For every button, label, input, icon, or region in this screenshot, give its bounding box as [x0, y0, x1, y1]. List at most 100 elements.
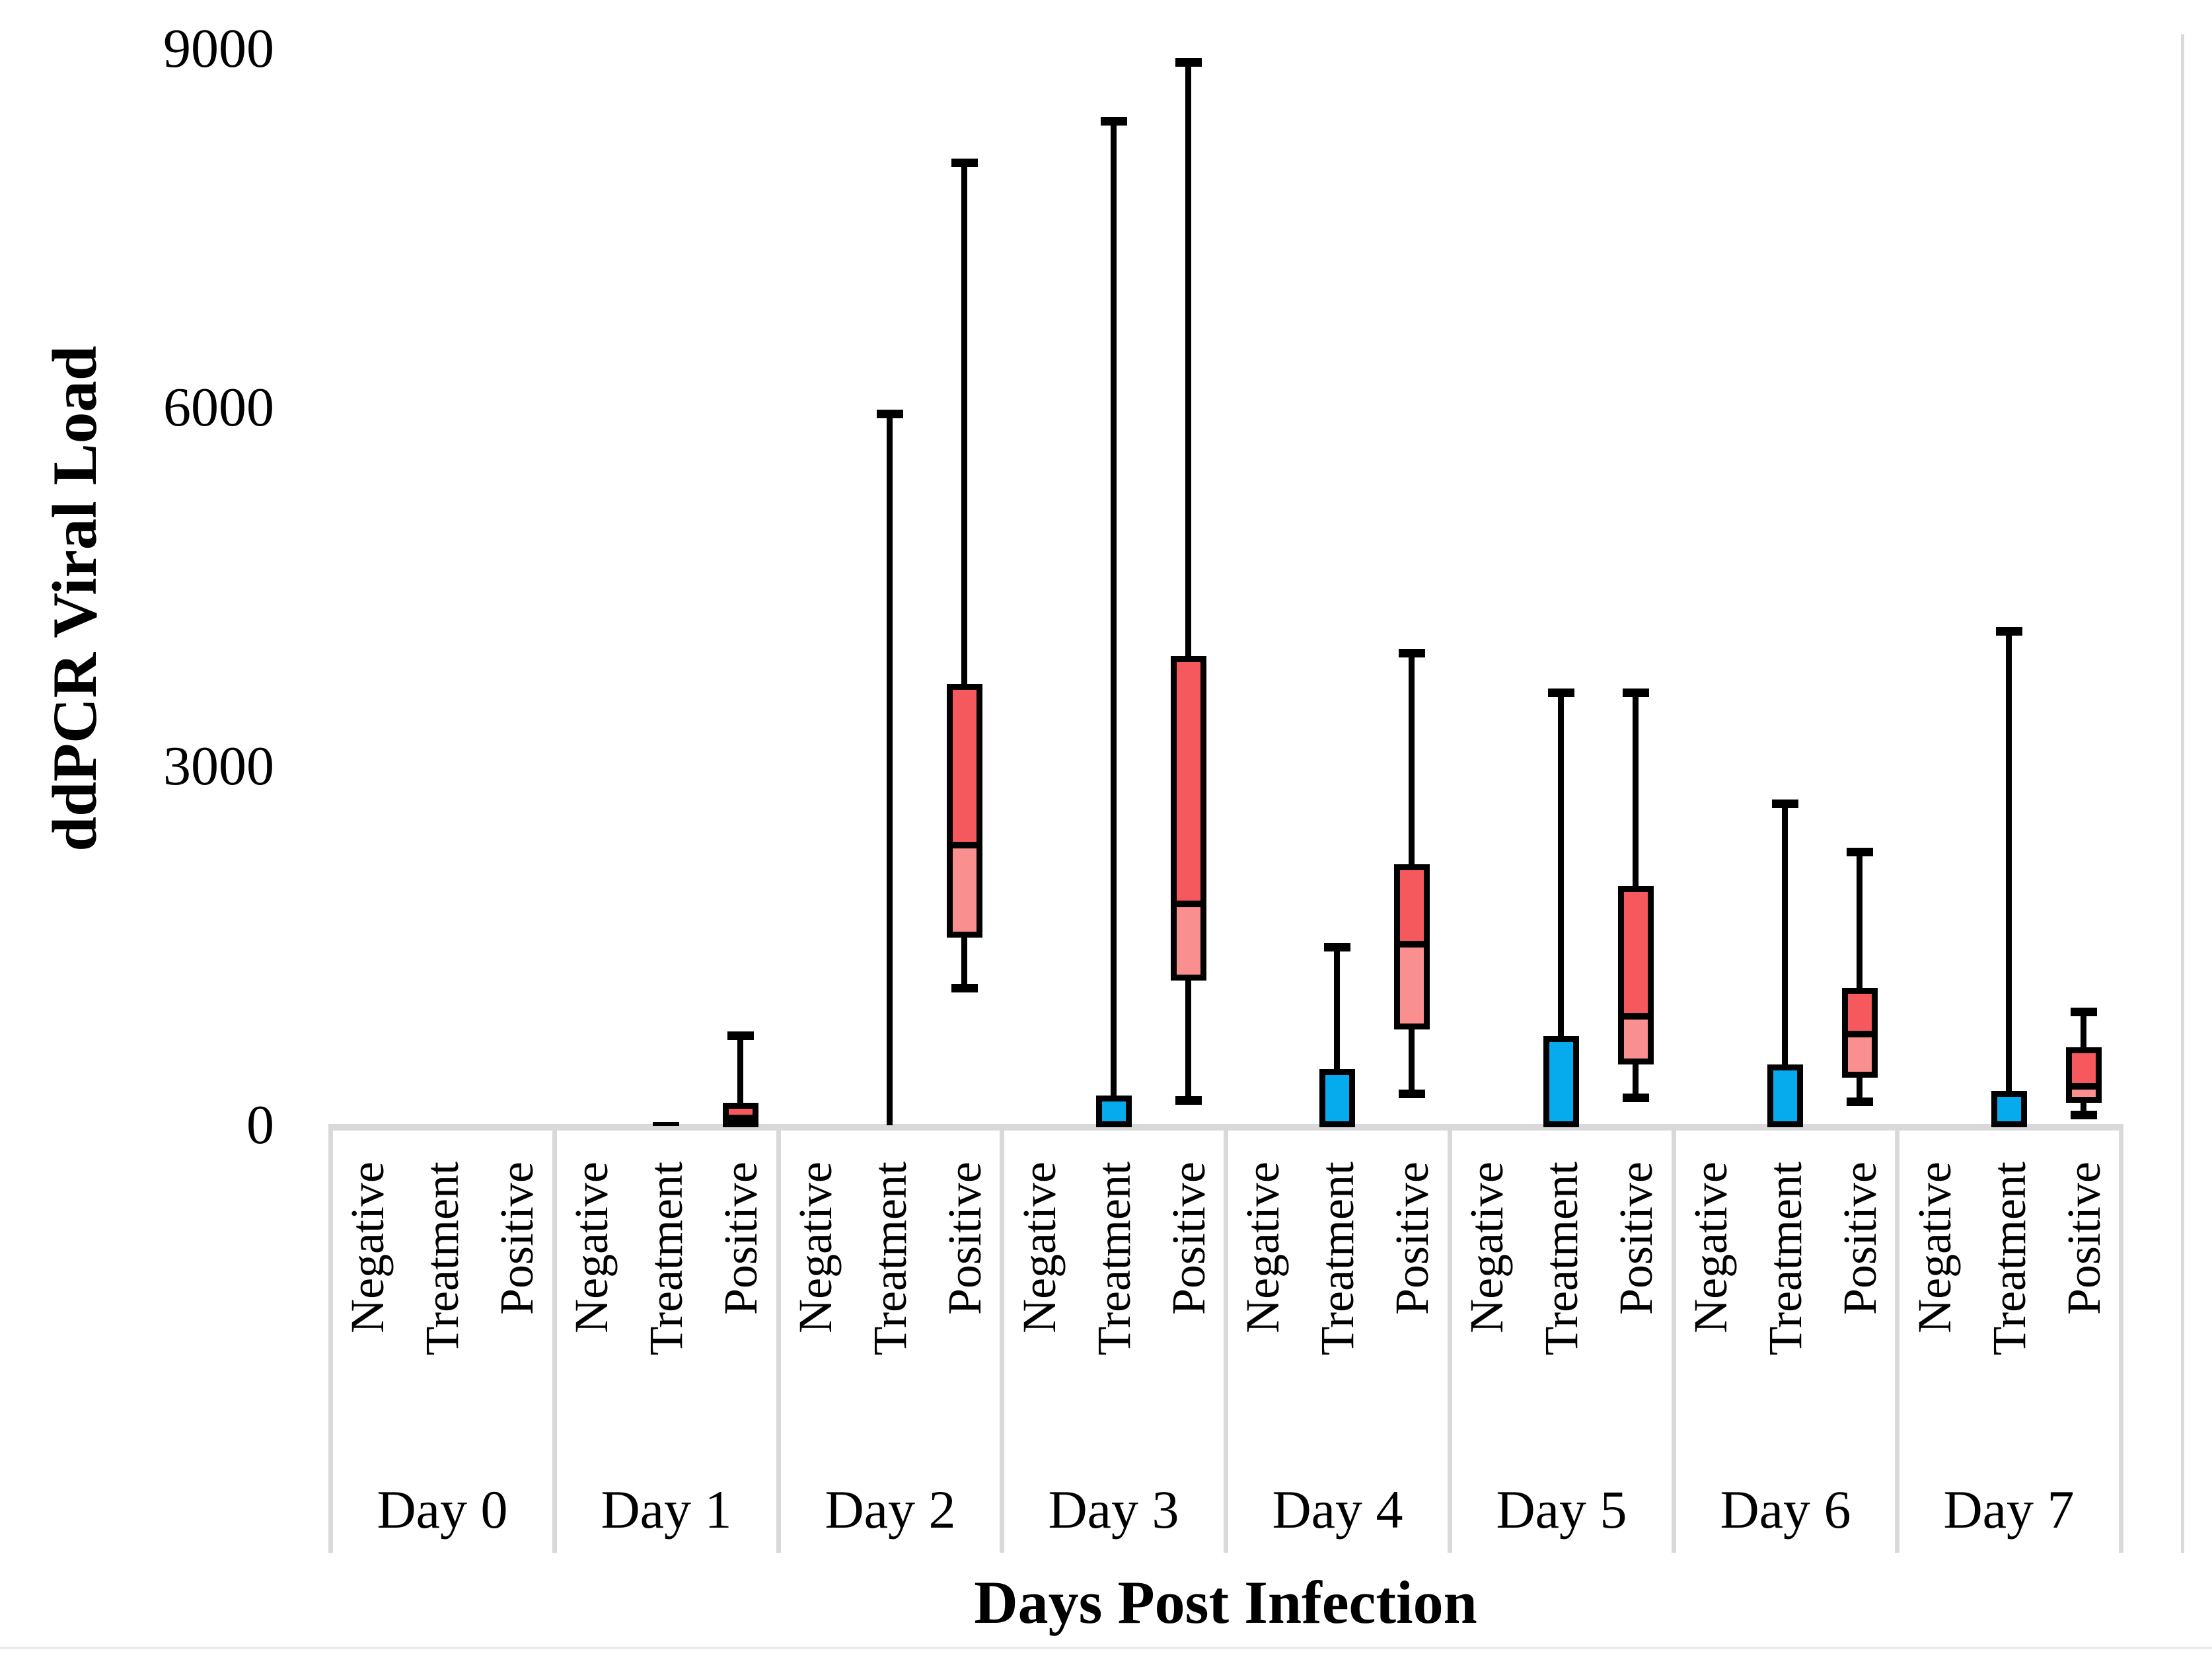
positive-box-upper-half	[729, 1109, 753, 1116]
positive-upper-whisker	[1409, 653, 1415, 864]
positive-lower-whisker	[1409, 1029, 1415, 1094]
positive-upper-whisker-cap	[1175, 58, 1202, 67]
positive-box	[1394, 864, 1430, 1029]
category-tick-label: Negative	[1236, 1162, 1289, 1333]
treatment-whisker	[887, 414, 893, 1125]
category-tick-label: Positive	[1162, 1162, 1215, 1316]
treatment-whisker-cap	[1101, 117, 1127, 126]
day-group-label: Day 3	[1048, 1479, 1179, 1540]
treatment-whisker	[1334, 947, 1340, 1125]
treatment-whisker-cap	[1548, 689, 1574, 697]
positive-median-line	[1400, 941, 1424, 948]
day-separator-line	[1672, 1124, 1676, 1553]
treatment-whisker-cap	[1996, 627, 2022, 636]
positive-upper-whisker-cap	[1847, 848, 1873, 856]
treatment-whisker	[1558, 692, 1564, 1125]
positive-median-line	[1177, 901, 1200, 907]
day-group-label: Day 4	[1272, 1479, 1403, 1540]
positive-box-upper-half	[1177, 662, 1200, 902]
category-tick-label: Negative	[789, 1162, 842, 1333]
day-separator-line	[1895, 1124, 1899, 1553]
day-group-label: Day 5	[1496, 1479, 1627, 1540]
positive-box	[1842, 988, 1878, 1078]
positive-upper-whisker-cap	[2071, 1008, 2097, 1016]
day-separator-line	[328, 1124, 333, 1553]
category-tick-label: Treatment	[1535, 1162, 1588, 1356]
treatment-box	[1096, 1096, 1132, 1127]
positive-box-upper-half	[2072, 1053, 2096, 1084]
positive-box-upper-half	[953, 690, 977, 843]
positive-upper-whisker	[1633, 692, 1639, 886]
treatment-box	[1319, 1069, 1355, 1127]
positive-median-line	[1848, 1031, 1872, 1037]
category-tick-label: Negative	[565, 1162, 618, 1333]
positive-lower-whisker-cap	[1399, 1090, 1425, 1098]
category-tick-label: Treatment	[1759, 1162, 1812, 1356]
category-tick-label: Positive	[938, 1162, 991, 1316]
positive-lower-whisker	[961, 938, 967, 988]
category-tick-label: Positive	[714, 1162, 767, 1316]
category-tick-label: Treatment	[1088, 1162, 1140, 1356]
category-tick-label: Negative	[1908, 1162, 1961, 1333]
y-tick-label: 3000	[163, 735, 274, 797]
positive-box	[1618, 886, 1654, 1064]
positive-lower-whisker-cap	[951, 984, 978, 992]
category-tick-label: Negative	[1013, 1162, 1066, 1333]
positive-lower-whisker	[1185, 981, 1191, 1100]
y-tick-label: 6000	[163, 377, 274, 438]
day-separator-line	[552, 1124, 557, 1553]
category-tick-label: Positive	[2057, 1162, 2110, 1316]
category-tick-label: Treatment	[416, 1162, 468, 1356]
positive-box-upper-half	[1400, 870, 1424, 942]
category-tick-label: Positive	[1833, 1162, 1886, 1316]
positive-lower-whisker	[2081, 1103, 2086, 1115]
positive-median-line	[729, 1115, 753, 1121]
positive-upper-whisker	[961, 163, 967, 684]
positive-box	[1171, 656, 1206, 981]
day-group-label: Day 6	[1720, 1479, 1851, 1540]
positive-upper-whisker	[1185, 62, 1191, 656]
y-tick-label: 9000	[163, 18, 274, 79]
positive-lower-whisker	[1633, 1064, 1639, 1098]
day-separator-line	[1448, 1124, 1452, 1553]
page-rule-line	[0, 1647, 2212, 1649]
treatment-whisker-cap	[877, 410, 903, 418]
treatment-box	[1543, 1036, 1579, 1127]
positive-upper-whisker-cap	[951, 159, 978, 167]
positive-box	[2066, 1047, 2102, 1103]
day-separator-line	[776, 1124, 781, 1553]
positive-lower-whisker-cap	[1623, 1094, 1649, 1102]
positive-lower-whisker-cap	[2071, 1111, 2097, 1119]
positive-median-line	[953, 842, 977, 848]
positive-upper-whisker	[2081, 1012, 2086, 1047]
positive-upper-whisker-cap	[727, 1031, 754, 1040]
treatment-median-dash	[653, 1122, 679, 1126]
category-tick-label: Positive	[490, 1162, 543, 1316]
category-tick-label: Treatment	[1311, 1162, 1364, 1356]
positive-lower-whisker-cap	[1847, 1098, 1873, 1106]
positive-median-line	[1624, 1013, 1648, 1020]
category-tick-label: Treatment	[640, 1162, 692, 1356]
category-tick-label: Treatment	[864, 1162, 916, 1356]
positive-upper-whisker-cap	[1623, 689, 1649, 697]
day-group-label: Day 1	[601, 1479, 732, 1540]
treatment-box	[1767, 1064, 1803, 1127]
y-tick-label: 0	[246, 1094, 274, 1156]
day-group-label: Day 7	[1943, 1479, 2075, 1540]
day-group-label: Day 0	[377, 1479, 508, 1540]
category-tick-label: Positive	[1609, 1162, 1662, 1316]
positive-box-upper-half	[1624, 892, 1648, 1014]
day-separator-line	[2119, 1124, 2123, 1553]
positive-box	[723, 1103, 758, 1127]
day-separator-line	[1224, 1124, 1228, 1553]
category-tick-label: Treatment	[1983, 1162, 2036, 1356]
chart-right-border	[2181, 34, 2184, 1553]
positive-box-upper-half	[1848, 994, 1872, 1032]
category-tick-label: Negative	[1460, 1162, 1513, 1333]
positive-median-line	[2072, 1083, 2096, 1090]
treatment-whisker-cap	[1772, 800, 1798, 808]
treatment-whisker	[1782, 803, 1788, 1125]
category-tick-label: Negative	[341, 1162, 394, 1333]
